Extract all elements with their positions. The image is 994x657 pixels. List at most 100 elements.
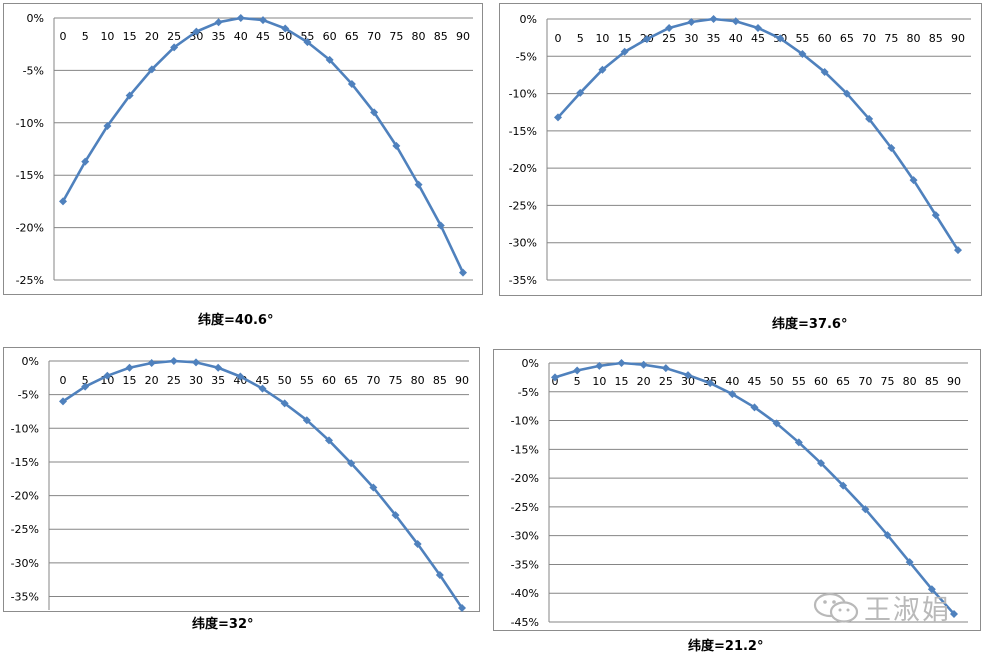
data-point	[103, 121, 112, 130]
data-point	[258, 384, 267, 393]
y-tick-label: -5%	[18, 389, 39, 402]
data-point	[883, 531, 892, 540]
y-tick-label: -25%	[16, 274, 44, 287]
x-tick-label: 5	[574, 375, 581, 388]
y-tick-label: -15%	[11, 456, 39, 469]
series-line	[557, 17, 960, 251]
x-tick-label: 70	[858, 375, 872, 388]
y-tick-label: 0%	[27, 12, 44, 25]
x-tick-label: 80	[412, 30, 426, 43]
data-point	[59, 397, 67, 406]
x-tick-label: 30	[189, 374, 203, 387]
chart-3-caption: 纬度=32°	[192, 617, 254, 632]
x-tick-label: 65	[836, 375, 850, 388]
data-point	[731, 17, 740, 26]
data-point	[642, 35, 651, 44]
x-tick-label: 0	[555, 32, 562, 45]
data-point	[169, 357, 178, 365]
data-point	[391, 511, 400, 520]
data-point	[887, 144, 896, 153]
chart-panel-2: 0%-5%-10%-15%-20%-25%-30%-35%05101520253…	[499, 3, 982, 296]
chart-4-plot: 0%-5%-10%-15%-20%-25%-30%-35%-40%-45%0 5 1…	[511, 357, 968, 629]
x-tick-label: 15	[123, 374, 137, 387]
data-point	[170, 43, 179, 52]
data-point	[842, 89, 851, 98]
data-point	[684, 371, 692, 380]
x-tick-label: 75	[389, 374, 403, 387]
x-tick-label: 50	[770, 375, 784, 388]
x-tick-label: 35	[212, 30, 226, 43]
y-tick-label: 0%	[522, 357, 539, 370]
y-tick-label: -25%	[11, 523, 39, 536]
data-point	[750, 403, 759, 412]
y-tick-label: -10%	[511, 415, 539, 428]
data-point	[861, 505, 870, 514]
y-tick-label: -40%	[511, 587, 539, 600]
chart-2-plot: 0%-5%-10%-15%-20%-25%-30%-35%05101520253…	[509, 13, 971, 287]
chart-4-caption: 纬度=21.2°	[688, 639, 764, 654]
watermark: 王淑娟	[808, 586, 978, 626]
x-tick-label: 40	[234, 30, 248, 43]
chart-panel-4: 0% -5% -10% -15% -20% -25% -30% -35% -40% -45% 0 5 1…	[493, 349, 981, 631]
x-tick-label: 10	[100, 30, 114, 43]
y-tick-label: -10%	[509, 88, 537, 101]
chart-1-caption: 纬度=40.6°	[198, 313, 274, 328]
data-point	[236, 14, 245, 22]
data-point	[325, 436, 333, 445]
data-point	[436, 221, 445, 230]
x-tick-label: 10	[595, 32, 609, 45]
data-point	[59, 197, 67, 206]
data-point	[554, 113, 562, 122]
data-point	[909, 176, 918, 185]
y-tick-label: 0%	[22, 355, 39, 368]
y-tick-label: -20%	[16, 222, 44, 235]
data-point	[414, 180, 423, 189]
data-point	[709, 15, 718, 23]
x-tick-label: 35	[707, 32, 721, 45]
x-tick-label: 90	[455, 374, 469, 387]
x-tick-label: 85	[925, 375, 939, 388]
y-tick-label: -20%	[11, 490, 39, 503]
data-point	[236, 372, 245, 381]
x-tick-label: 65	[840, 32, 854, 45]
data-point	[81, 157, 90, 166]
y-tick-label: -5%	[516, 50, 537, 63]
series-line	[62, 359, 464, 609]
data-point	[81, 382, 90, 391]
x-tick-label: 90	[951, 32, 965, 45]
x-tick-label: 60	[818, 32, 832, 45]
y-tick-label: -35%	[511, 558, 539, 571]
x-tick-label: 45	[751, 32, 765, 45]
data-point	[551, 373, 559, 382]
data-point	[281, 24, 290, 33]
chart-3-plot: 0%-5%-10%-15%-20%-25%-30%-35%0 5 10 15 20 25 3…	[11, 355, 469, 612]
series-line	[61, 16, 465, 274]
x-tick-label: 40	[729, 32, 743, 45]
y-tick-label: -45%	[511, 616, 539, 629]
data-point	[617, 359, 626, 367]
data-point	[687, 17, 696, 26]
data-point	[931, 211, 940, 220]
data-point	[147, 359, 156, 368]
data-point	[954, 246, 962, 255]
data-point	[413, 540, 422, 549]
data-point	[620, 47, 629, 56]
x-tick-label: 90	[947, 375, 961, 388]
x-tick-label: 85	[929, 32, 943, 45]
y-tick-label: -30%	[11, 557, 39, 570]
x-tick-label: 20	[637, 375, 651, 388]
x-tick-label: 80	[907, 32, 921, 45]
data-point	[905, 558, 914, 567]
x-tick-label: 35	[211, 374, 225, 387]
data-point	[280, 399, 289, 408]
data-point	[347, 80, 356, 89]
data-point	[192, 358, 200, 367]
wechat-icon	[813, 592, 859, 623]
data-point	[706, 379, 715, 388]
data-point	[776, 34, 785, 43]
x-tick-label: 5	[82, 374, 89, 387]
x-tick-label: 75	[389, 30, 403, 43]
data-point	[435, 571, 444, 580]
y-tick-label: -15%	[511, 443, 539, 456]
y-tick-label: -25%	[511, 501, 539, 514]
